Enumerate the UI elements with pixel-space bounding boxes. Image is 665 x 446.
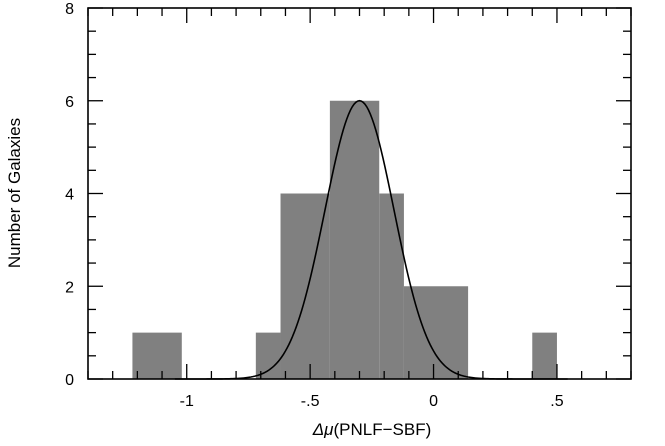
histogram-bar-1 — [255, 332, 281, 379]
histogram-bar-6 — [532, 332, 557, 379]
axis-ticks — [87, 7, 632, 380]
y-tick-label-3: 6 — [65, 94, 74, 111]
histogram-bar-5 — [403, 286, 469, 379]
y-axis-label: Number of Galaxies — [5, 118, 24, 268]
y-tick-label-0: 0 — [65, 372, 74, 389]
x-tick-label-0: -1 — [180, 393, 194, 410]
x-tick-labels: -1 -.5 0 .5 — [180, 393, 564, 410]
histogram-bar-3 — [329, 100, 380, 379]
histogram-bar-0 — [132, 332, 182, 379]
x-tick-label-3: .5 — [550, 393, 563, 410]
x-tick-label-1: -.5 — [301, 393, 320, 410]
x-tick-label-2: 0 — [429, 393, 438, 410]
x-axis-label: Δμ(PNLF−SBF) — [312, 420, 432, 439]
y-tick-label-1: 2 — [65, 279, 74, 296]
y-tick-label-2: 4 — [65, 187, 74, 204]
y-tick-labels: 0 2 4 6 8 — [65, 1, 74, 389]
histogram-bars — [132, 100, 557, 379]
x-axis-label-suffix: (PNLF−SBF) — [333, 420, 431, 439]
y-tick-label-4: 8 — [65, 1, 74, 18]
histogram-bar-4 — [379, 193, 404, 379]
x-axis-label-prefix: Δμ — [312, 420, 334, 439]
